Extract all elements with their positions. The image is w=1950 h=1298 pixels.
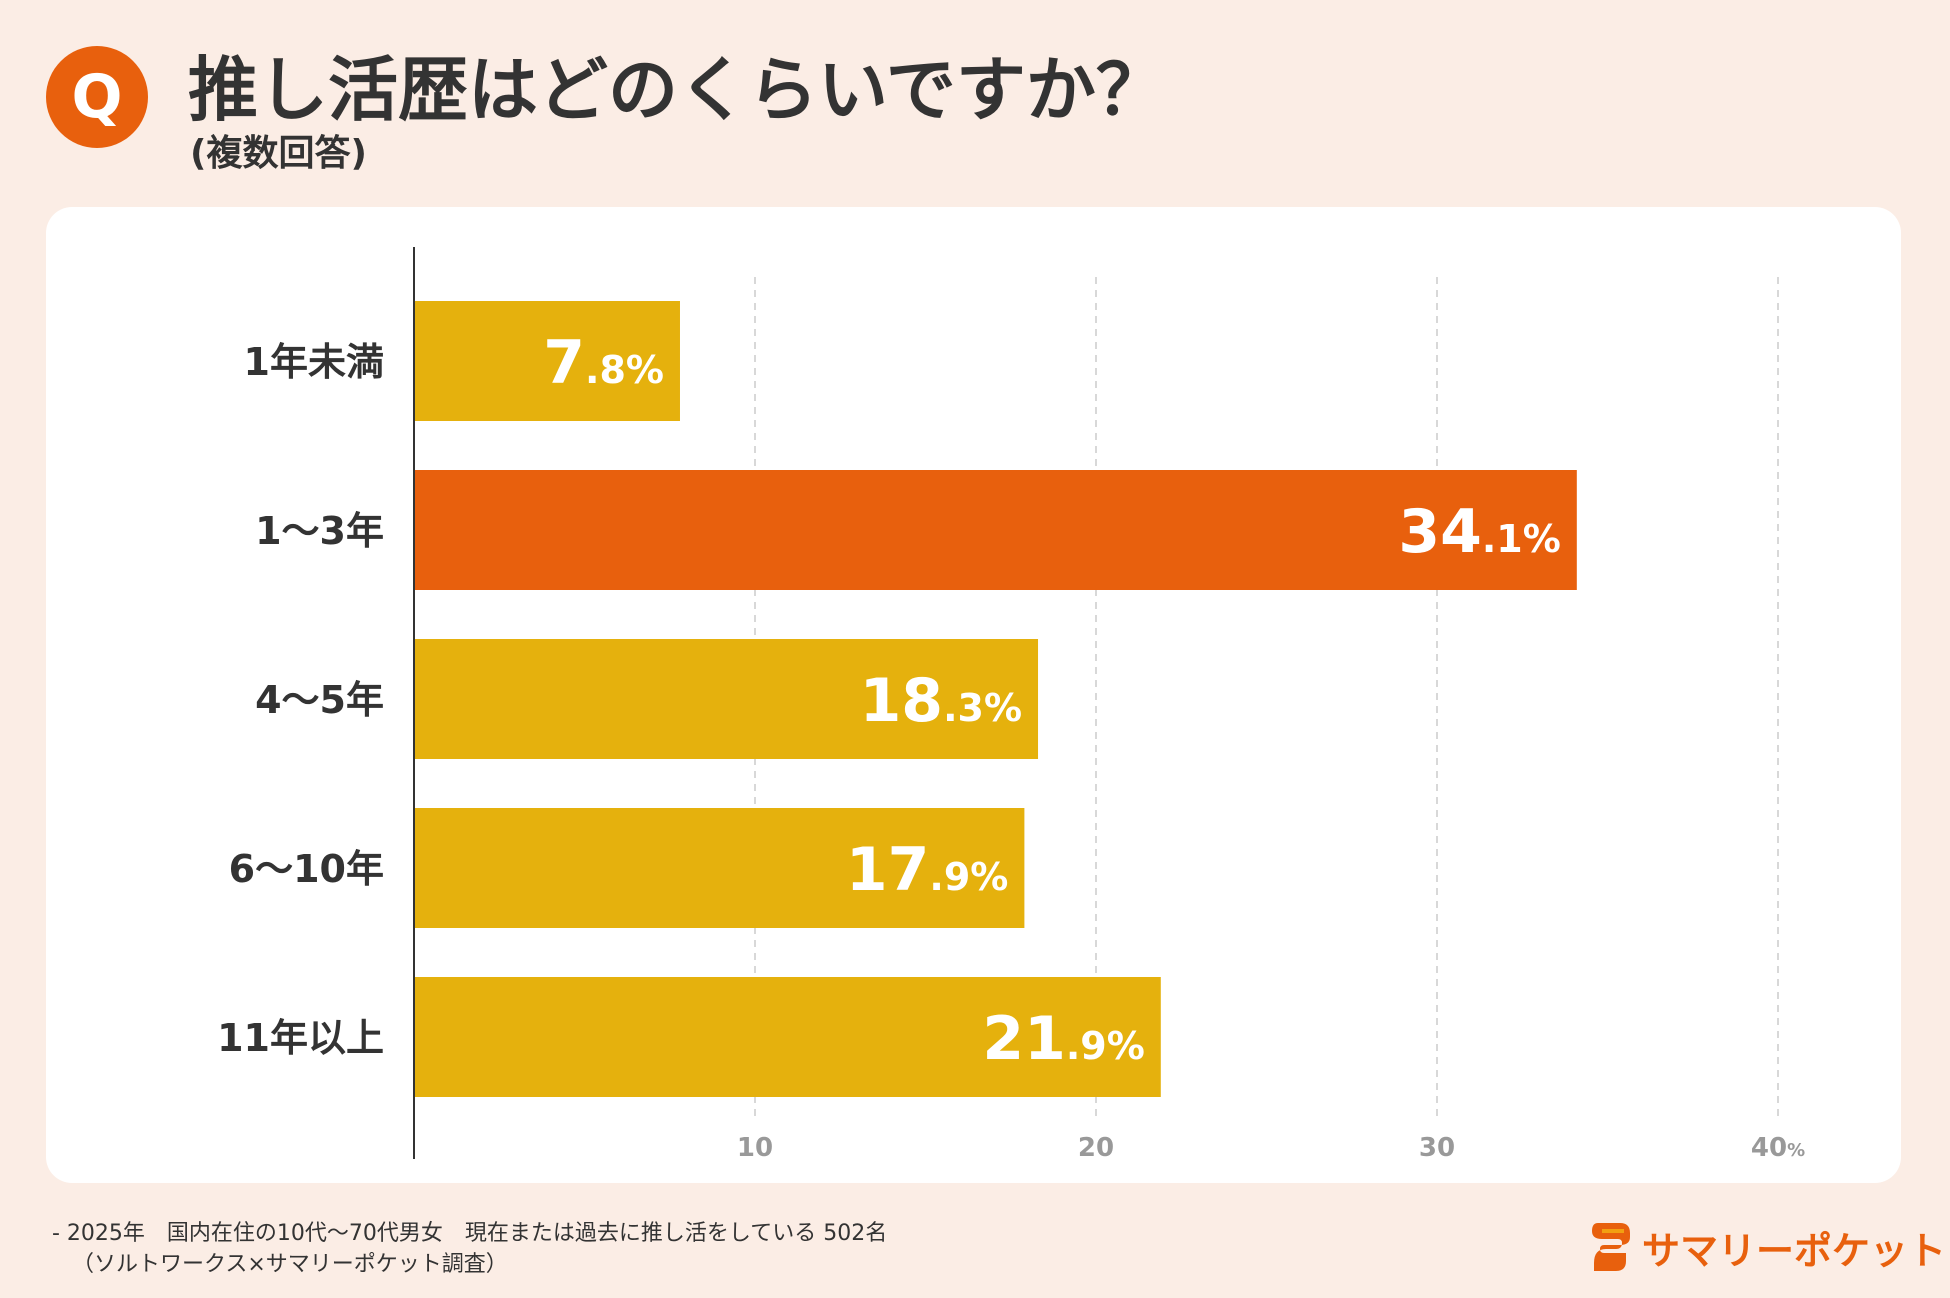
category-label: 1〜3年 [255,509,384,553]
brand-logo: サマリーポケット [1590,1219,1946,1275]
bar [414,470,1577,590]
tick-label: 30 [1419,1133,1455,1163]
bar-chart: 7.8% 34.1% 18.3% 17.9% 21.9% 10 20 30 40% 1年未満 1〜… [217,247,1805,1163]
data-label: 34.1% [1398,497,1560,567]
page-title: 推し活歴はどのくらいですか？ [188,49,1166,131]
category-label: 6〜10年 [229,847,384,891]
footnote-line-1: - 2025年 国内在住の10代〜70代男女 現在または過去に推し活をしている … [52,1221,888,1246]
s-logo-icon [1592,1223,1630,1271]
data-label: 17.9% [846,835,1008,905]
category-label: 1年未満 [244,340,384,384]
tick-label: 40% [1751,1133,1805,1163]
data-label: 18.3% [860,666,1022,736]
bar [414,977,1161,1097]
bar [414,808,1025,928]
bar [414,639,1039,759]
data-label: 21.9% [982,1004,1144,1074]
footnote: - 2025年 国内在住の10代〜70代男女 現在または過去に推し活をしている … [52,1218,887,1280]
tick-label: 20 [1078,1133,1114,1163]
bar [414,301,680,421]
tick-unit: % [1787,1140,1805,1161]
category-label: 11年以上 [217,1016,384,1060]
category-label: 4〜5年 [255,678,384,722]
chart-card: 7.8% 34.1% 18.3% 17.9% 21.9% 10 20 30 40% 1年未満 1〜… [46,207,1901,1183]
page-subtitle: (複数回答) [190,133,367,174]
tick-label: 10 [737,1133,773,1163]
data-label: 7.8% [543,328,664,398]
brand-name: サマリーポケット [1642,1228,1947,1273]
question-badge: Q [46,46,148,148]
footnote-line-2: （ソルトワークス×サマリーポケット調査） [72,1252,508,1277]
